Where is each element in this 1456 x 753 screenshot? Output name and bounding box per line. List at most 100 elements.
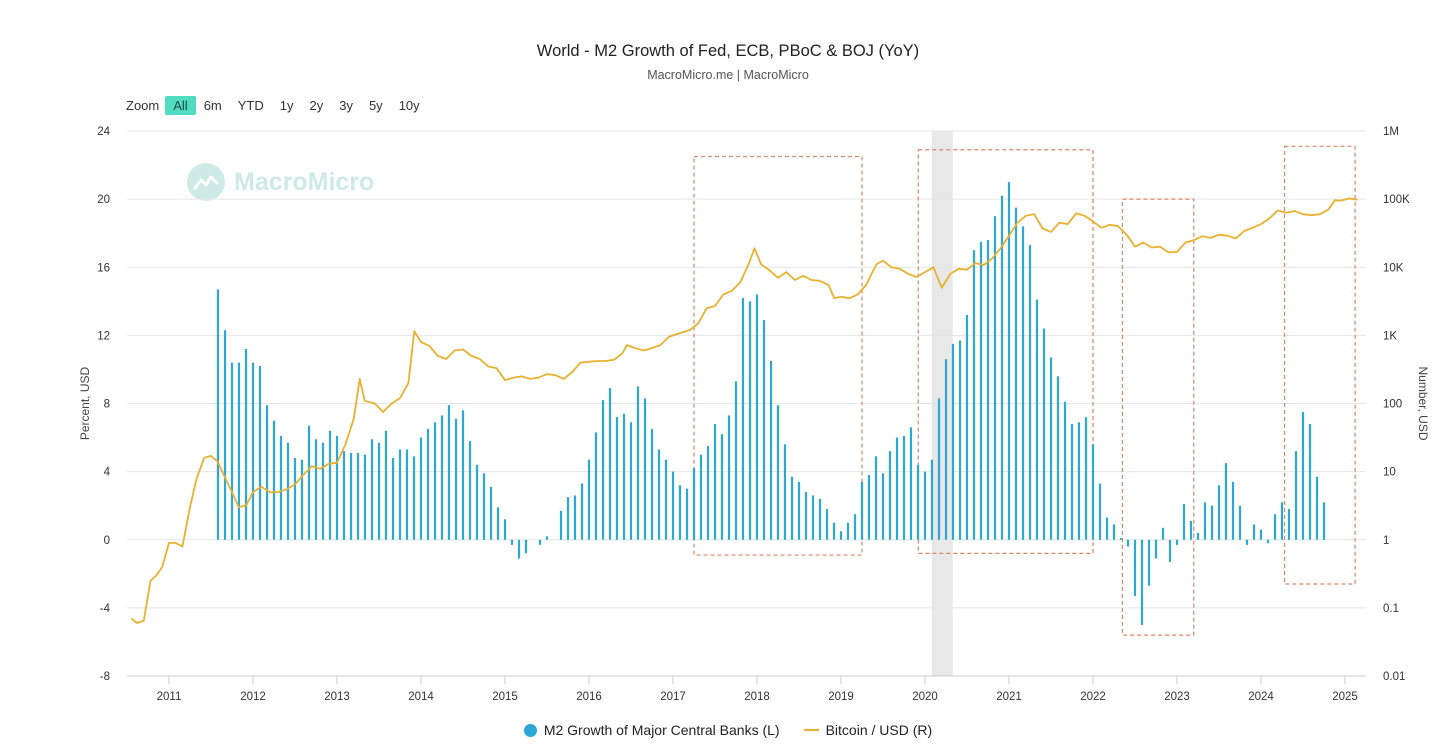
m2-bar (685, 488, 689, 540)
m2-bar (664, 459, 668, 540)
m2-bar (363, 454, 367, 540)
m2-bar (587, 459, 591, 540)
x-tick-label: 2021 (996, 691, 1022, 703)
bars-layer (216, 182, 1326, 625)
y-tick-left: 0 (104, 535, 110, 547)
m2-bar (748, 301, 752, 540)
m2-bar (902, 435, 906, 540)
m2-bar (1203, 502, 1207, 540)
x-tick-label: 2013 (324, 691, 350, 703)
m2-bar (475, 464, 479, 540)
legend-label-m2: M2 Growth of Major Central Banks (L) (543, 722, 780, 738)
m2-bar (881, 473, 885, 540)
m2-bar (1105, 517, 1109, 540)
legend-item-m2[interactable]: M2 Growth of Major Central Banks (L) (523, 722, 780, 738)
m2-bar (1056, 376, 1060, 540)
m2-bar (1049, 357, 1053, 540)
highlight-box (1283, 145, 1356, 585)
m2-bar (1252, 524, 1256, 540)
x-tick-label: 2015 (492, 691, 518, 703)
m2-bar (1273, 514, 1277, 540)
m2-bar (1294, 451, 1298, 540)
m2-bar (930, 459, 934, 540)
m2-bar (265, 405, 269, 540)
m2-bar (244, 349, 248, 540)
m2-bar (1028, 245, 1032, 540)
x-tick-label: 2020 (912, 691, 938, 703)
m2-bar (412, 456, 416, 540)
m2-bar (349, 452, 353, 540)
zoom-all-button[interactable]: All (165, 96, 196, 115)
m2-bar (811, 495, 815, 540)
m2-bar (1210, 505, 1214, 540)
zoom-2y-button[interactable]: 2y (309, 98, 324, 113)
m2-bar (293, 458, 297, 540)
m2-bar (307, 425, 311, 540)
m2-bar (734, 381, 738, 540)
m2-bar (370, 439, 374, 540)
zoom-3y-button[interactable]: 3y (339, 98, 353, 113)
chart-subtitle: MacroMicro.me | MacroMicro (647, 68, 809, 82)
x-tick-label: 2011 (157, 691, 182, 703)
x-tick-label: 2022 (1080, 691, 1106, 703)
m2-bar (503, 519, 507, 540)
m2-bar (433, 422, 437, 540)
m2-bar (636, 386, 640, 540)
bitcoin-line (130, 197, 1358, 624)
m2-bar (1217, 485, 1221, 540)
m2-bar (1042, 328, 1046, 540)
y-tick-right: 0.1 (1383, 603, 1399, 615)
m2-bar (1154, 539, 1158, 559)
m2-bar (923, 471, 927, 540)
m2-bar (615, 417, 619, 540)
m2-bar (328, 430, 332, 540)
m2-bar (608, 388, 612, 540)
m2-bar (580, 483, 584, 540)
m2-bar (986, 240, 990, 540)
m2-bar (342, 451, 346, 540)
zoom-5y-button[interactable]: 5y (368, 98, 383, 113)
zoom-10y-button[interactable]: 10y (398, 98, 420, 113)
zoom-label: Zoom (126, 98, 160, 113)
y-tick-left: 8 (104, 399, 110, 411)
y-tick-left: -8 (100, 671, 110, 683)
m2-bar (272, 420, 276, 540)
x-tick-label: 2019 (828, 691, 854, 703)
m2-bar (1287, 509, 1291, 540)
m2-bar (1084, 417, 1088, 540)
m2-bar (1140, 539, 1144, 625)
legend-item-bitcoin[interactable]: Bitcoin / USD (R) (803, 722, 932, 738)
m2-bar (874, 456, 878, 540)
y-tick-left: 12 (97, 330, 110, 342)
m2-bar (1189, 521, 1193, 540)
zoom-1y-button[interactable]: 1y (279, 98, 294, 113)
zoom-6m-button[interactable]: 6m (203, 98, 222, 113)
m2-bar (790, 476, 794, 540)
m2-bar (601, 400, 605, 540)
m2-bar (496, 507, 500, 540)
zoom-ytd-button[interactable]: YTD (237, 98, 264, 113)
m2-bar (965, 314, 969, 540)
m2-bar (447, 405, 451, 540)
m2-bar (706, 446, 710, 540)
y-tick-right: 1K (1383, 330, 1397, 342)
legend-dot-icon (523, 723, 537, 737)
m2-bar (916, 464, 920, 540)
m2-bar (230, 362, 234, 540)
y-tick-right: 100K (1383, 194, 1410, 206)
m2-bar (1168, 539, 1172, 562)
m2-bar (1035, 299, 1039, 540)
m2-bar (1231, 481, 1235, 540)
y-tick-right: 10K (1383, 262, 1404, 274)
m2-bar (510, 539, 514, 545)
m2-bar (321, 442, 325, 540)
y-tick-right: 1M (1383, 126, 1399, 138)
m2-bar (377, 442, 381, 540)
m2-bar (216, 289, 220, 540)
m2-bar (517, 539, 521, 559)
m2-bar (1280, 502, 1284, 540)
m2-bar (832, 522, 836, 540)
m2-bar (482, 473, 486, 540)
m2-bar (1133, 539, 1137, 596)
m2-bar (979, 241, 983, 540)
